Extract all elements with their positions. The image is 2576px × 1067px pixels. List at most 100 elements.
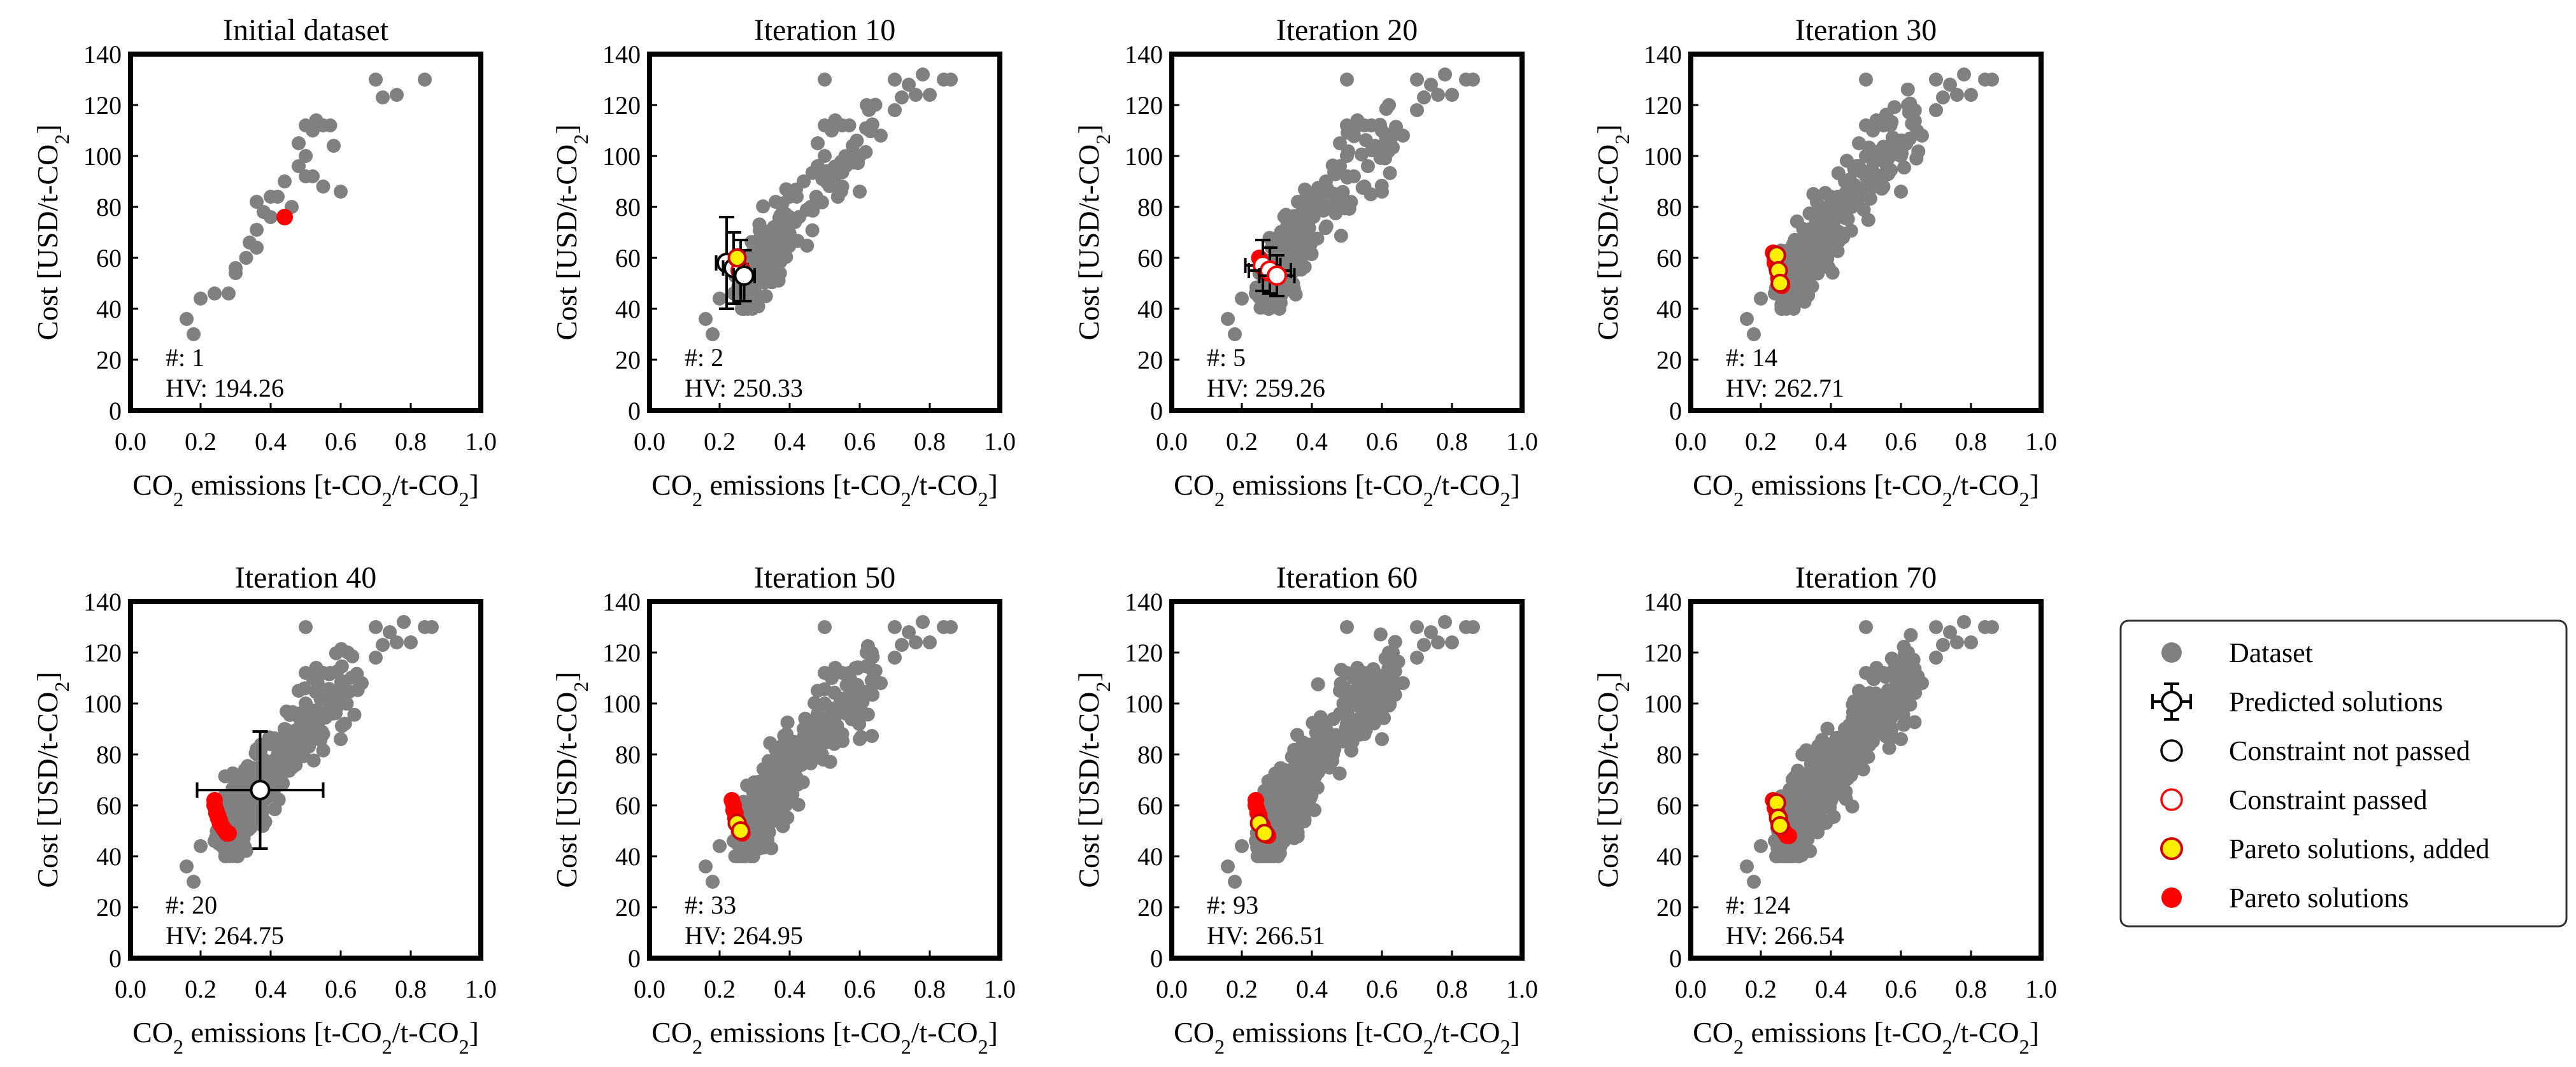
x-tick-label: 0.2 bbox=[185, 975, 217, 1003]
dataset-point bbox=[1235, 292, 1249, 306]
dataset-point bbox=[323, 118, 338, 132]
dataset-point bbox=[799, 202, 814, 217]
label-part: ] bbox=[469, 469, 479, 501]
y-tick-label: 100 bbox=[602, 142, 641, 171]
x-tick-label: 1.0 bbox=[2025, 427, 2057, 456]
label-part: CO bbox=[1693, 469, 1733, 501]
dataset-point bbox=[752, 269, 767, 284]
dataset-point bbox=[1807, 255, 1821, 270]
dataset-point bbox=[864, 646, 879, 660]
legend-entry-predicted: Predicted solutions bbox=[2151, 682, 2443, 721]
dataset-point bbox=[1293, 791, 1308, 806]
dataset-point bbox=[699, 312, 713, 326]
count-label: #: 14 bbox=[1726, 343, 1777, 372]
dataset-point bbox=[1929, 73, 1943, 87]
pareto-added-series bbox=[727, 248, 747, 267]
dataset-point bbox=[1228, 875, 1242, 889]
dataset-point bbox=[276, 776, 290, 791]
label-part: CO bbox=[1174, 469, 1214, 501]
dataset-point bbox=[823, 727, 837, 742]
dataset-point bbox=[1943, 625, 1957, 639]
x-tick-label: 0.8 bbox=[395, 975, 427, 1003]
dataset-point bbox=[1335, 185, 1350, 199]
subscript: 2 bbox=[569, 134, 592, 145]
dataset-point bbox=[1334, 663, 1348, 677]
subscript: 2 bbox=[978, 488, 988, 511]
count-label: #: 124 bbox=[1726, 891, 1790, 919]
dataset-point bbox=[404, 635, 418, 649]
dataset-point bbox=[1754, 292, 1768, 306]
dataset-point bbox=[1381, 661, 1396, 675]
dataset-point bbox=[1372, 118, 1387, 132]
dataset-point bbox=[1313, 710, 1328, 724]
x-tick-label: 0.8 bbox=[395, 427, 427, 456]
dataset-point bbox=[217, 842, 232, 857]
x-tick-label: 1.0 bbox=[1506, 427, 1538, 456]
dataset-point bbox=[324, 707, 338, 721]
dataset-point bbox=[250, 223, 264, 237]
dataset-point bbox=[1894, 185, 1908, 199]
dataset-point bbox=[313, 705, 327, 720]
y-tick-label: 0 bbox=[1150, 944, 1163, 973]
dataset-point bbox=[1929, 651, 1943, 665]
dataset-point bbox=[1314, 721, 1329, 736]
x-tick-label: 0.8 bbox=[1436, 975, 1468, 1003]
y-tick-label: 140 bbox=[1644, 40, 1682, 69]
x-tick-label: 1.0 bbox=[984, 975, 1016, 1003]
dataset-point bbox=[208, 286, 222, 300]
dataset-point bbox=[1950, 635, 1964, 649]
dataset-point bbox=[334, 659, 349, 674]
x-tick-label: 0.0 bbox=[634, 427, 665, 456]
panel-4: Iteration 40 0.0 0.2 0.4 0.6 0.8 1.0 0 20 40 60 80 1… bbox=[31, 561, 497, 1058]
x-tick-label: 0.0 bbox=[115, 975, 146, 1003]
dataset-point bbox=[753, 259, 768, 274]
dataset-point bbox=[294, 724, 309, 738]
dataset-point bbox=[1929, 620, 1943, 634]
dataset-point bbox=[1294, 744, 1309, 759]
count-label: #: 20 bbox=[166, 891, 217, 919]
dataset-point bbox=[1812, 213, 1827, 228]
label-part: emissions [t-CO bbox=[1744, 1016, 1942, 1049]
subscript: 2 bbox=[1942, 1035, 1953, 1058]
dataset-point bbox=[1839, 784, 1853, 799]
panel-title: Iteration 20 bbox=[1276, 13, 1418, 47]
pareto-added-point bbox=[1770, 274, 1790, 293]
dataset-point bbox=[1221, 859, 1235, 873]
dataset-point bbox=[1747, 327, 1761, 341]
label-part: ] bbox=[1591, 672, 1624, 681]
dataset-point bbox=[241, 823, 256, 837]
subscript: 2 bbox=[382, 488, 392, 511]
y-tick-label: 80 bbox=[615, 193, 641, 222]
panel-title: Iteration 10 bbox=[754, 13, 896, 47]
dataset-point bbox=[1379, 131, 1393, 146]
dataset-point bbox=[1281, 777, 1296, 791]
dataset-point bbox=[271, 190, 285, 204]
subscript: 2 bbox=[1733, 1035, 1744, 1058]
dataset-point bbox=[1830, 223, 1845, 238]
y-tick-label: 80 bbox=[96, 740, 122, 769]
y-tick-label: 20 bbox=[1656, 346, 1682, 374]
x-tick-label: 0.2 bbox=[1745, 427, 1777, 456]
x-tick-label: 0.4 bbox=[1296, 427, 1328, 456]
panel-1: Iteration 10 0.0 0.2 0.4 0.6 0.8 1.0 0 20 40 60 80 1… bbox=[550, 13, 1016, 511]
y-tick-label: 20 bbox=[615, 346, 641, 374]
legend-marker-predicted bbox=[2161, 691, 2182, 712]
dataset-point bbox=[752, 217, 767, 232]
dataset-point bbox=[895, 638, 909, 652]
x-tick-label: 0.8 bbox=[914, 427, 946, 456]
dataset-point bbox=[1785, 772, 1800, 787]
y-tick-label: 80 bbox=[1137, 740, 1163, 769]
label-part: CO bbox=[1174, 1016, 1214, 1049]
dataset-point bbox=[822, 179, 837, 194]
x-axis-label: CO2 emissions [t-CO2/t-CO2] bbox=[651, 1016, 998, 1058]
dataset-point bbox=[1314, 737, 1328, 751]
label-part: Cost [USD/t-CO bbox=[1591, 145, 1624, 341]
dataset-point bbox=[322, 682, 336, 696]
dataset-point bbox=[1785, 795, 1800, 810]
dataset-point bbox=[1840, 772, 1854, 786]
dataset-point bbox=[1356, 674, 1370, 689]
count-label: #: 93 bbox=[1207, 891, 1258, 919]
label-part: ] bbox=[988, 1016, 998, 1049]
dataset-point bbox=[713, 839, 727, 853]
subscript: 2 bbox=[459, 488, 469, 511]
